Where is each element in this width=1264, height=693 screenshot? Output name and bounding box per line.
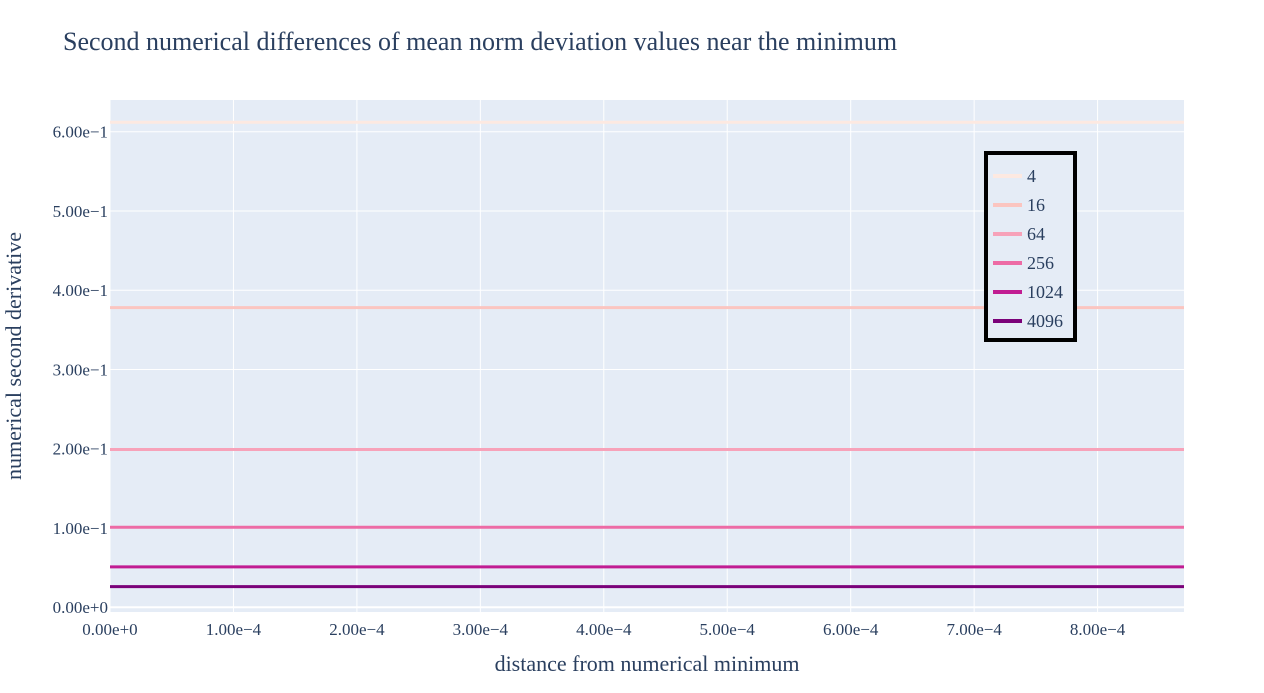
legend-label: 256 bbox=[1027, 253, 1054, 273]
x-tick-label: 1.00e−4 bbox=[206, 620, 262, 639]
legend-label: 4 bbox=[1027, 166, 1036, 186]
x-tick-label: 4.00e−4 bbox=[576, 620, 632, 639]
legend-label: 1024 bbox=[1027, 282, 1063, 302]
legend-item-1024[interactable]: 1024 bbox=[993, 282, 1063, 302]
y-tick-label: 4.00e−1 bbox=[53, 281, 108, 300]
y-tick-label: 3.00e−1 bbox=[53, 360, 108, 379]
legend-label: 16 bbox=[1027, 195, 1045, 215]
x-tick-label: 3.00e−4 bbox=[453, 620, 509, 639]
y-axis-ticks: 0.00e+0 1.00e−1 2.00e−1 3.00e−1 4.00e−1 5.00e… bbox=[53, 123, 108, 618]
y-tick-label: 6.00e−1 bbox=[53, 123, 108, 142]
y-axis-label: numerical second derivative bbox=[1, 232, 26, 480]
y-tick-label: 5.00e−1 bbox=[53, 202, 108, 221]
legend-item-4096[interactable]: 4096 bbox=[993, 311, 1063, 331]
x-tick-label: 5.00e−4 bbox=[700, 620, 756, 639]
legend-item-64[interactable]: 64 bbox=[993, 224, 1045, 244]
legend-label: 4096 bbox=[1027, 311, 1063, 331]
x-tick-label: 0.00e+0 bbox=[82, 620, 137, 639]
legend[interactable]: 4 16 64 256 1024 4096 bbox=[984, 151, 1077, 342]
y-tick-label: 1.00e−1 bbox=[53, 519, 108, 538]
chart-title: Second numerical differences of mean nor… bbox=[63, 27, 897, 56]
y-tick-label: 2.00e−1 bbox=[53, 440, 108, 459]
x-axis-label: distance from numerical minimum bbox=[495, 651, 800, 676]
legend-item-16[interactable]: 16 bbox=[993, 195, 1045, 215]
y-tick-label: 0.00e+0 bbox=[53, 598, 108, 617]
x-tick-label: 8.00e−4 bbox=[1070, 620, 1126, 639]
legend-item-256[interactable]: 256 bbox=[993, 253, 1054, 273]
legend-label: 64 bbox=[1027, 224, 1045, 244]
x-tick-label: 7.00e−4 bbox=[946, 620, 1002, 639]
x-tick-label: 6.00e−4 bbox=[823, 620, 879, 639]
x-axis-ticks: 0.00e+0 1.00e−4 2.00e−4 3.00e−4 4.00e−4 5.00e… bbox=[82, 620, 1125, 639]
legend-item-4[interactable]: 4 bbox=[993, 166, 1036, 186]
legend-box bbox=[984, 151, 1077, 342]
x-tick-label: 2.00e−4 bbox=[329, 620, 385, 639]
series-lines bbox=[110, 120, 1184, 589]
